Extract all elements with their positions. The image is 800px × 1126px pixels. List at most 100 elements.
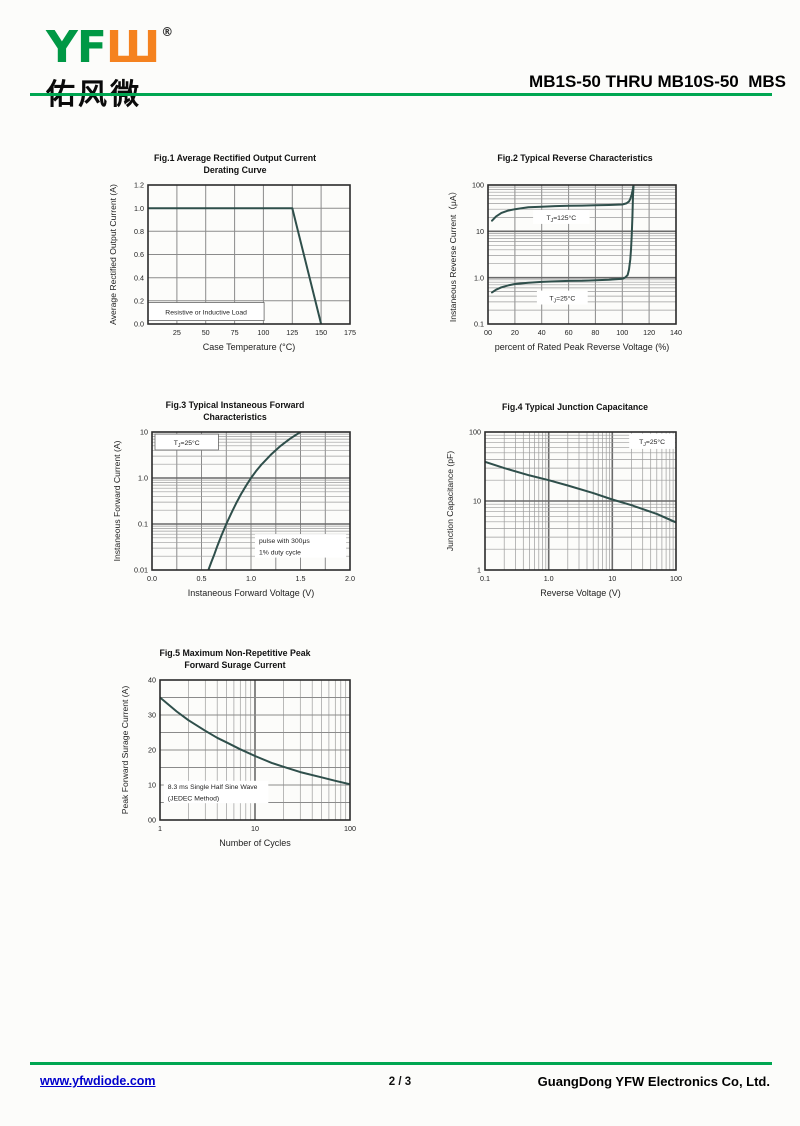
fig5-chart: 8.3 ms Single Half Sine Wave (JEDEC Metho…: [120, 676, 356, 848]
logo-yf-text: YF: [46, 22, 107, 73]
svg-text:Instaneous Forward Voltage (V): Instaneous Forward Voltage (V): [188, 588, 315, 598]
svg-text:Resistive or Inductive Load: Resistive or Inductive Load: [165, 310, 247, 317]
svg-text:100: 100: [344, 824, 356, 833]
svg-text:150: 150: [315, 328, 327, 337]
svg-text:100: 100: [469, 428, 481, 437]
yfw-logo: YFШ ® 佑风微: [46, 10, 173, 113]
fig-title-line: Fig.2 Typical Reverse Characteristics: [497, 153, 653, 163]
svg-text:Peak Forward Surage Current (A: Peak Forward Surage Current (A): [120, 686, 130, 815]
company-name: GuangDong YFW Electronics Co, Ltd.: [537, 1074, 770, 1089]
svg-text:1.0: 1.0: [138, 474, 148, 483]
svg-text:Instaneous Forward Current (A): Instaneous Forward Current (A): [112, 440, 122, 561]
svg-text:1.0: 1.0: [544, 574, 554, 583]
svg-text:TJ=125°C: TJ=125°C: [546, 214, 576, 224]
svg-text:1% duty cycle: 1% duty cycle: [259, 550, 301, 557]
svg-text:80: 80: [591, 328, 599, 337]
logo-chinese-text: 佑风微: [46, 77, 143, 111]
svg-text:30: 30: [148, 711, 156, 720]
fig-title-line: Fig.5 Maximum Non-Repetitive Peak: [159, 648, 311, 658]
svg-text:1: 1: [158, 824, 162, 833]
fig1-title: Fig.1 Average Rectified Output Current D…: [100, 153, 370, 176]
svg-text:40: 40: [538, 328, 546, 337]
footer-rule: [30, 1062, 772, 1065]
fig5-title: Fig.5 Maximum Non-Repetitive Peak Forwar…: [100, 648, 370, 671]
svg-text:TJ=25°C: TJ=25°C: [549, 295, 575, 305]
svg-text:10: 10: [473, 497, 481, 506]
svg-text:40: 40: [148, 676, 156, 685]
header-rule: [30, 93, 772, 96]
svg-text:25: 25: [173, 328, 181, 337]
svg-text:0.8: 0.8: [134, 227, 144, 236]
svg-text:8.3 ms Single Half Sine Wave: 8.3 ms Single Half Sine Wave: [168, 784, 258, 791]
svg-text:0.4: 0.4: [134, 273, 144, 282]
svg-text:Instaneous Reverse Current（μA）: Instaneous Reverse Current（μA）: [448, 187, 458, 322]
svg-text:0.1: 0.1: [474, 320, 484, 329]
fig-title-line: Characteristics: [203, 411, 267, 422]
svg-text:(JEDEC Method): (JEDEC Method): [168, 795, 219, 802]
svg-text:100: 100: [472, 181, 484, 190]
document-title: MB1S-50 THRU MB10S-50 MBS: [529, 72, 786, 91]
svg-text:Reverse Voltage (V): Reverse Voltage (V): [540, 588, 621, 598]
svg-text:0.01: 0.01: [134, 566, 148, 575]
svg-text:10: 10: [148, 781, 156, 790]
svg-text:175: 175: [344, 328, 356, 337]
svg-text:0.0: 0.0: [147, 574, 157, 583]
registered-mark-icon: ®: [161, 25, 174, 39]
svg-text:0.5: 0.5: [197, 574, 207, 583]
svg-text:75: 75: [231, 328, 239, 337]
page-number: 2 / 3: [388, 1076, 412, 1088]
svg-text:0.0: 0.0: [134, 320, 144, 329]
svg-text:Average Rectified Output Curre: Average Rectified Output Current (A): [108, 184, 118, 325]
fig4-title: Fig.4 Typical Junction Capacitance: [430, 402, 720, 414]
fig2-chart: TJ=125°C TJ=25°C 00 20 40 60 80 100 120 140 100 10 1…: [448, 181, 682, 352]
svg-text:pulse with 300μs: pulse with 300μs: [259, 538, 310, 545]
logo-w-text: Ш: [105, 22, 160, 73]
svg-text:TJ=25°C: TJ=25°C: [639, 438, 665, 448]
svg-text:20: 20: [511, 328, 519, 337]
svg-text:1.0: 1.0: [246, 574, 256, 583]
fig4-chart: TJ=25°C 0.1 1.0 10 100 100 10 1 Reverse Voltage …: [445, 428, 682, 598]
svg-text:10: 10: [608, 574, 616, 583]
svg-text:percent of Rated Peak Reverse: percent of Rated Peak Reverse Voltage (%…: [495, 342, 670, 352]
svg-text:10: 10: [251, 824, 259, 833]
svg-text:100: 100: [616, 328, 628, 337]
fig-title-line: Fig.4 Typical Junction Capacitance: [502, 402, 648, 412]
svg-text:Case Temperature (°C): Case Temperature (°C): [203, 342, 295, 352]
svg-text:1.0: 1.0: [134, 204, 144, 213]
svg-text:Number of Cycles: Number of Cycles: [219, 838, 291, 848]
svg-text:60: 60: [565, 328, 573, 337]
svg-text:1: 1: [477, 566, 481, 575]
svg-text:0.1: 0.1: [138, 520, 148, 529]
fig3-title: Fig.3 Typical Instaneous Forward Charact…: [100, 400, 370, 423]
svg-text:2.0: 2.0: [345, 574, 355, 583]
svg-text:10: 10: [476, 227, 484, 236]
svg-text:50: 50: [202, 328, 210, 337]
svg-text:1.2: 1.2: [134, 181, 144, 190]
svg-text:0.2: 0.2: [134, 296, 144, 305]
svg-text:0.1: 0.1: [480, 574, 490, 583]
svg-text:20: 20: [148, 746, 156, 755]
svg-text:Junction Capacitance (pF): Junction Capacitance (pF): [445, 451, 455, 551]
svg-text:100: 100: [257, 328, 269, 337]
website-link[interactable]: www.yfwdiode.com: [40, 1074, 156, 1088]
fig-title-line: Fig.3 Typical Instaneous Forward: [165, 400, 305, 410]
svg-text:10: 10: [140, 428, 148, 437]
svg-text:0.6: 0.6: [134, 250, 144, 259]
svg-text:00: 00: [484, 328, 492, 337]
svg-text:120: 120: [643, 328, 655, 337]
fig-title-line: Forward Surage Current: [184, 659, 286, 670]
svg-text:00: 00: [148, 816, 156, 825]
svg-text:140: 140: [670, 328, 682, 337]
fig1-chart: Resistive or Inductive Load 25 50 75 100 125 1…: [108, 181, 356, 352]
svg-text:100: 100: [670, 574, 682, 583]
svg-text:TJ=25°C: TJ=25°C: [174, 439, 200, 449]
logo-latin-text: YFШ ®: [46, 10, 173, 70]
svg-text:1.0: 1.0: [474, 273, 484, 282]
fig2-title: Fig.2 Typical Reverse Characteristics: [430, 153, 720, 165]
svg-text:125: 125: [286, 328, 298, 337]
fig-title-line: Derating Curve: [203, 164, 267, 175]
svg-text:1.5: 1.5: [296, 574, 306, 583]
fig-title-line: Fig.1 Average Rectified Output Current: [153, 153, 317, 163]
